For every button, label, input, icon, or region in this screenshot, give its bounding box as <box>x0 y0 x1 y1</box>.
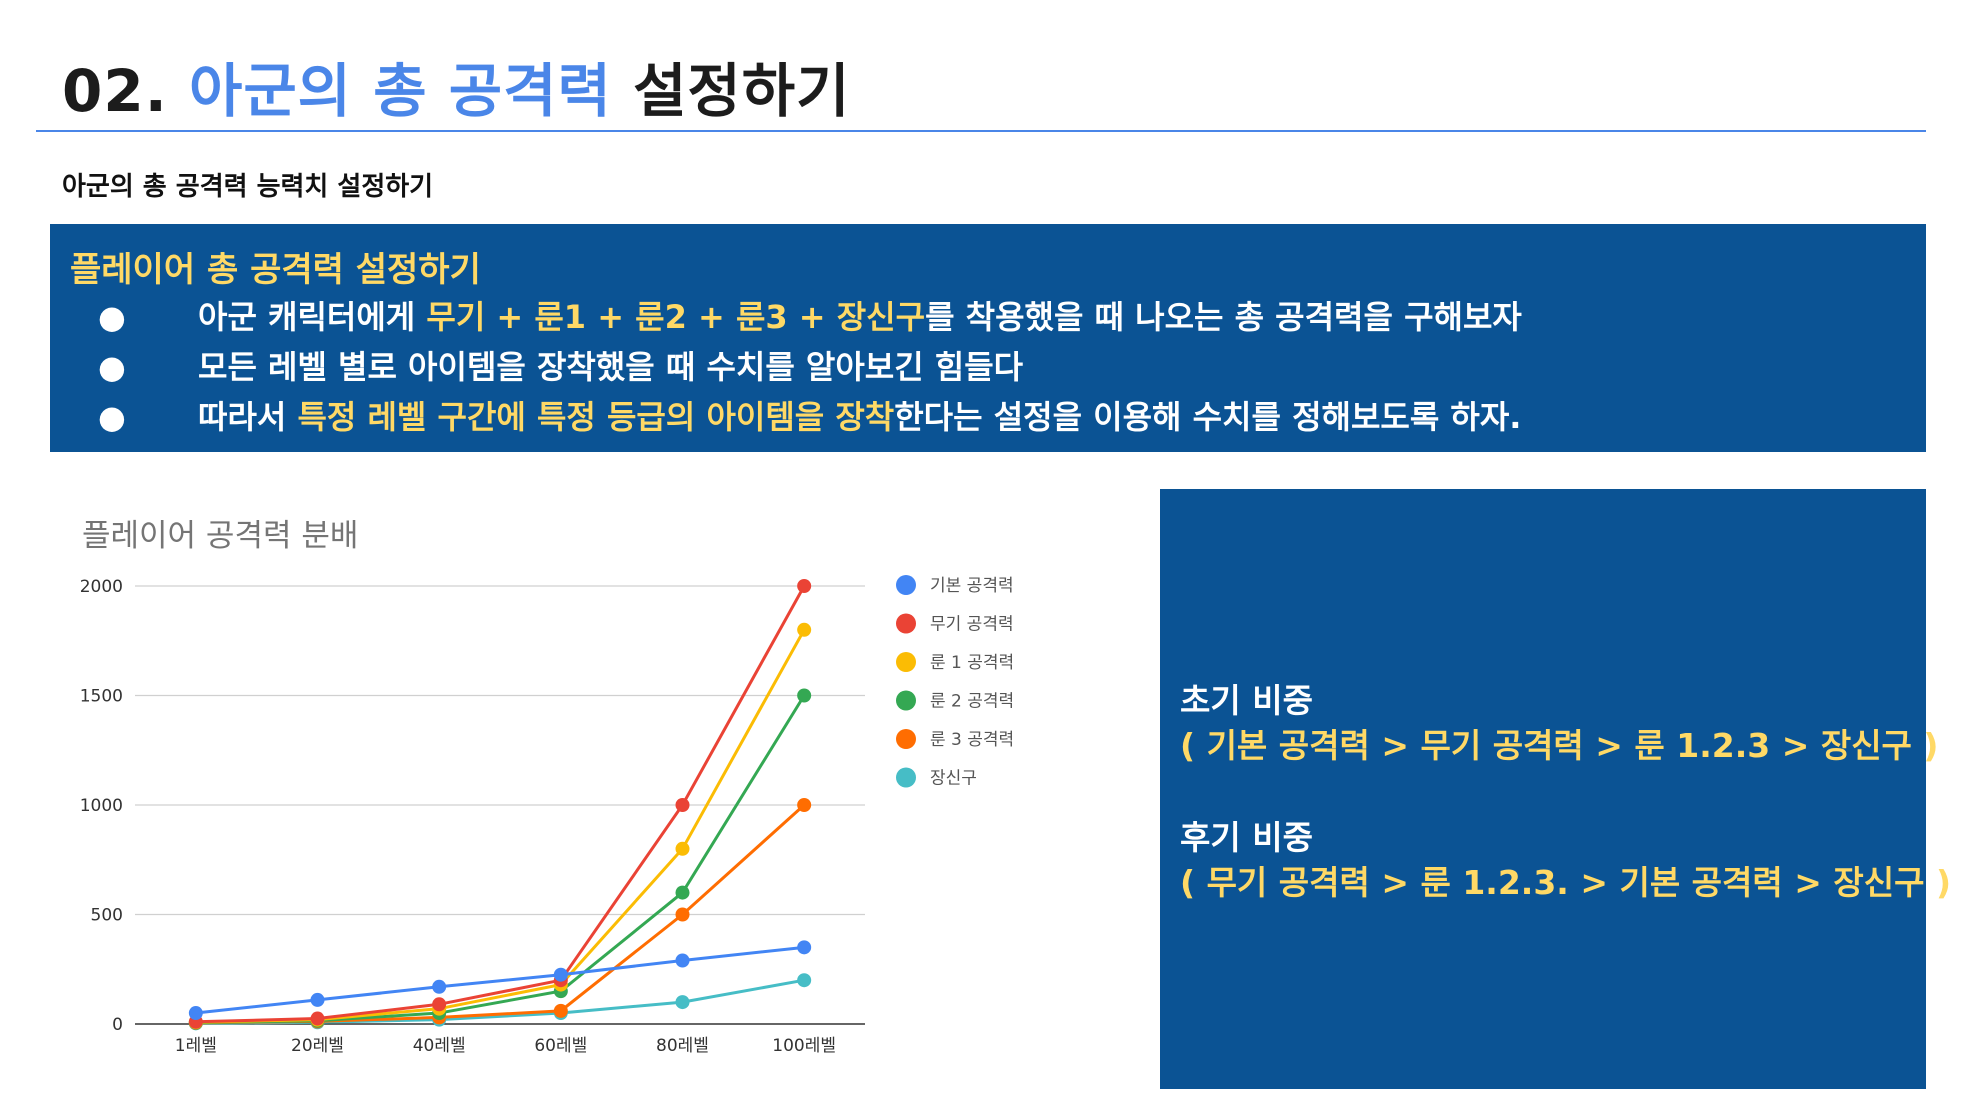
data-point <box>797 579 812 593</box>
y-tick-label: 2000 <box>80 577 123 597</box>
data-point <box>553 1003 568 1018</box>
data-point <box>797 688 812 703</box>
bullet-3-highlight: 특정 레벨 구간에 특정 등급의 아이템을 장착 <box>297 398 895 436</box>
late-weight-order: ( 무기 공격력 > 룬 1.2.3. > 기본 공격력 > 장신구 ) <box>1180 863 1952 902</box>
bullet-item-2: ● 모든 레벨 별로 아이템을 장착했을 때 수치를 알아보긴 힘들다 <box>98 342 1023 388</box>
title-number: 02. <box>62 57 168 125</box>
bullet-dot-icon: ● <box>98 398 126 436</box>
data-point <box>675 953 690 968</box>
slide-title: 02. 아군의 총 공격력 설정하기 <box>62 44 851 128</box>
data-point <box>797 940 812 955</box>
data-point <box>432 979 447 994</box>
bullet-item-1: ● 아군 캐릭터에게 무기 + 룬1 + 룬2 + 룬3 + 장신구를 착용했을 … <box>98 292 1522 338</box>
title-divider <box>36 130 1926 132</box>
data-point <box>188 1006 203 1021</box>
weight-notes-panel: 초기 비중 ( 기본 공격력 > 무기 공격력 > 룬 1.2.3 > 장신구 … <box>1160 489 1951 1089</box>
data-point <box>310 992 325 1007</box>
x-tick-label: 100레벨 <box>772 1036 836 1056</box>
title-rest: 설정하기 <box>633 57 851 125</box>
data-point <box>797 798 812 812</box>
data-point <box>675 798 690 812</box>
legend-swatch <box>896 575 916 595</box>
y-tick-label: 500 <box>91 906 123 926</box>
x-tick-label: 20레벨 <box>291 1036 344 1056</box>
x-tick-label: 1레벨 <box>175 1036 217 1056</box>
data-point <box>553 967 568 982</box>
y-tick-label: 1000 <box>80 796 123 816</box>
bullet-1-highlight: 무기 + 룬1 + 룬2 + 룬3 + 장신구 <box>426 298 926 336</box>
data-point <box>675 995 690 1010</box>
legend-label: 룬 3 공격력 <box>930 730 1014 750</box>
chart-title: 플레이어 공격력 분배 <box>82 518 358 554</box>
x-tick-label: 60레벨 <box>534 1036 587 1056</box>
x-tick-label: 40레벨 <box>413 1036 466 1056</box>
legend-swatch <box>896 729 916 749</box>
bullet-1-text-a: 아군 캐릭터에게 <box>198 298 427 336</box>
data-point <box>797 622 812 637</box>
legend-swatch <box>896 613 916 634</box>
y-tick-label: 1500 <box>80 687 123 707</box>
bullet-2-text: 모든 레벨 별로 아이템을 장착했을 때 수치를 알아보긴 힘들다 <box>198 348 1024 386</box>
y-tick-label: 0 <box>112 1015 123 1035</box>
legend-label: 장신구 <box>930 769 977 789</box>
title-accent: 아군의 총 공격력 <box>188 57 612 125</box>
legend-label: 룬 1 공격력 <box>930 653 1014 673</box>
early-weight-heading: 초기 비중 <box>1180 681 1313 720</box>
bullet-dot-icon: ● <box>98 348 126 386</box>
series-line <box>195 945 805 1015</box>
chart-svg: 플레이어 공격력 분배 0 500 1000 1500 2000 1레벨 20레벨 40레벨 60… <box>80 518 1014 1056</box>
bullet-1-text-c: 를 착용했을 때 나오는 총 공격력을 구해보자 <box>925 298 1522 336</box>
data-point <box>310 1011 325 1026</box>
legend-label: 무기 공격력 <box>930 615 1014 635</box>
legend-swatch <box>896 767 916 788</box>
legend-label: 룬 2 공격력 <box>930 692 1014 712</box>
late-weight-heading: 후기 비중 <box>1180 818 1313 857</box>
legend-label: 기본 공격력 <box>930 576 1014 596</box>
legend-swatch <box>896 690 916 711</box>
legend-swatch <box>896 652 916 672</box>
slide-subtitle: 아군의 총 공격력 능력치 설정하기 <box>62 172 434 202</box>
bullet-3-text-a: 따라서 <box>198 398 298 436</box>
bullet-item-3: ● 따라서 특정 레벨 구간에 특정 등급의 아이템을 장착한다는 설정을 이용해… <box>98 392 1521 438</box>
data-point <box>432 997 447 1012</box>
data-point <box>675 907 690 922</box>
attack-distribution-chart: 플레이어 공격력 분배 0 500 1000 1500 2000 1레벨 20레벨 40레벨 60… <box>50 496 1090 1086</box>
bullet-dot-icon: ● <box>98 298 126 336</box>
bullet-3-text-c: 한다는 설정을 이용해 수치를 정해보도록 하자. <box>894 398 1522 436</box>
data-point <box>675 885 690 900</box>
panel-heading: 플레이어 총 공격력 설정하기 <box>70 250 481 290</box>
data-point <box>675 841 690 856</box>
early-weight-order: ( 기본 공격력 > 무기 공격력 > 룬 1.2.3 > 장신구 ) <box>1180 726 1939 765</box>
series-line <box>195 694 806 1025</box>
series-line <box>195 629 806 1024</box>
data-point <box>797 973 812 988</box>
x-tick-label: 80레벨 <box>656 1036 709 1056</box>
description-panel: 플레이어 총 공격력 설정하기 ● 아군 캐릭터에게 무기 + 룬1 + 룬2 +… <box>50 224 1926 452</box>
series-line <box>195 585 806 1024</box>
